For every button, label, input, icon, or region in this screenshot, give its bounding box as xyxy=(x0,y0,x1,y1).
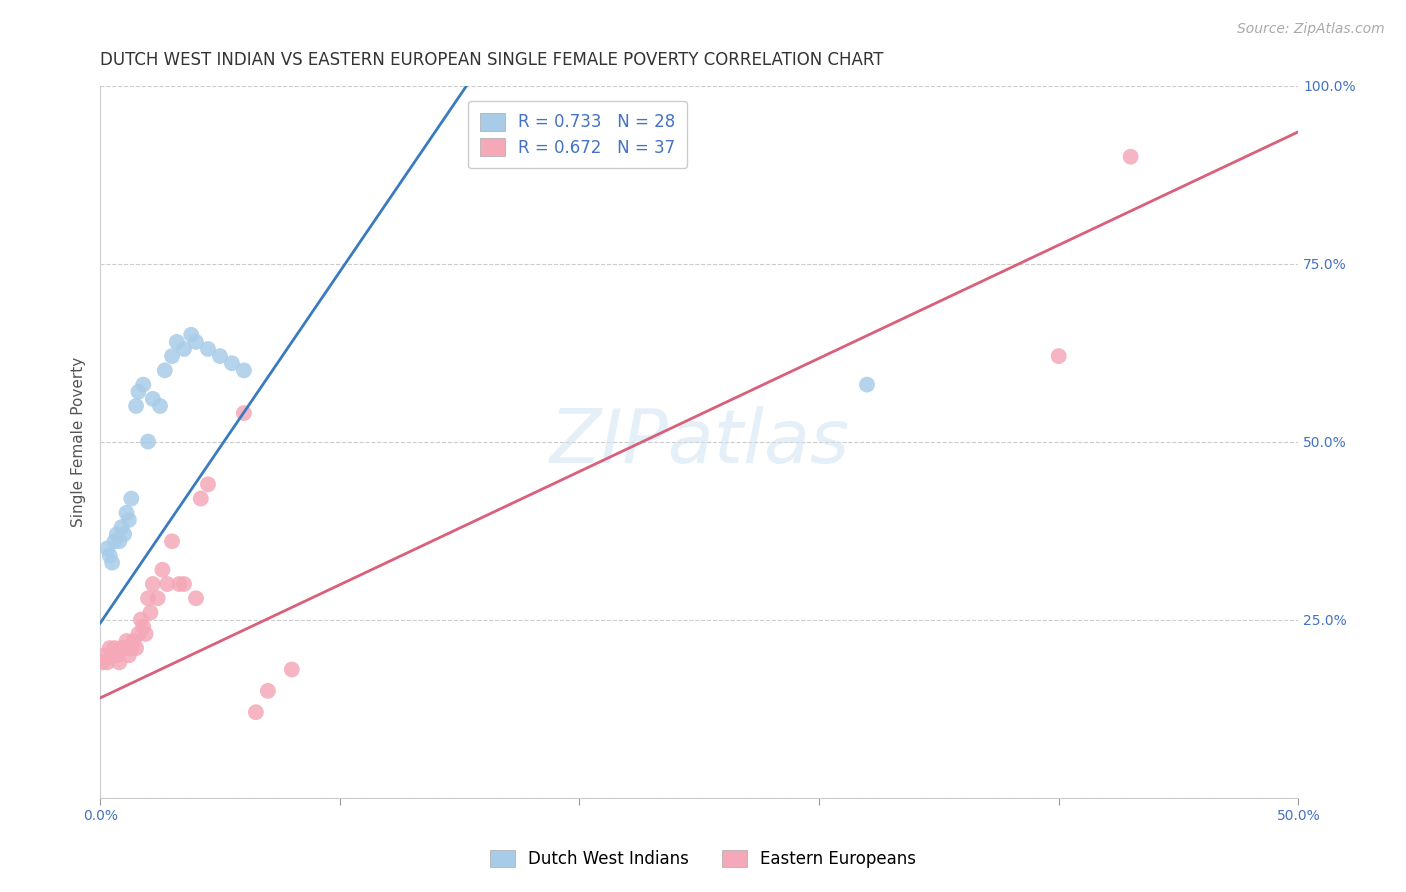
Point xyxy=(136,434,159,449)
Point xyxy=(98,549,121,563)
Point xyxy=(257,683,280,698)
Point xyxy=(96,656,118,670)
Point xyxy=(118,648,141,663)
Point xyxy=(281,663,304,677)
Point xyxy=(120,641,142,656)
Point xyxy=(208,349,231,363)
Point xyxy=(136,591,159,606)
Point xyxy=(184,334,207,349)
Point xyxy=(108,534,131,549)
Point xyxy=(91,656,114,670)
Point xyxy=(156,577,179,591)
Point xyxy=(96,541,118,556)
Point xyxy=(153,363,176,377)
Point xyxy=(149,399,172,413)
Point xyxy=(101,556,124,570)
Point xyxy=(173,342,195,356)
Point xyxy=(1047,349,1070,363)
Point xyxy=(103,641,125,656)
Text: Source: ZipAtlas.com: Source: ZipAtlas.com xyxy=(1237,22,1385,37)
Point xyxy=(122,634,145,648)
Legend: R = 0.733   N = 28, R = 0.672   N = 37: R = 0.733 N = 28, R = 0.672 N = 37 xyxy=(468,101,688,169)
Legend: Dutch West Indians, Eastern Europeans: Dutch West Indians, Eastern Europeans xyxy=(482,843,924,875)
Point xyxy=(105,527,128,541)
Point xyxy=(167,577,190,591)
Y-axis label: Single Female Poverty: Single Female Poverty xyxy=(72,357,86,526)
Point xyxy=(184,591,207,606)
Point xyxy=(105,648,128,663)
Point xyxy=(1119,150,1142,164)
Point xyxy=(197,342,219,356)
Point xyxy=(112,527,135,541)
Point xyxy=(108,656,131,670)
Point xyxy=(111,520,134,534)
Point xyxy=(132,620,155,634)
Point xyxy=(127,384,149,399)
Point xyxy=(118,513,141,527)
Point xyxy=(125,399,148,413)
Point xyxy=(856,377,879,392)
Point xyxy=(173,577,195,591)
Point xyxy=(98,641,121,656)
Point xyxy=(101,648,124,663)
Text: DUTCH WEST INDIAN VS EASTERN EUROPEAN SINGLE FEMALE POVERTY CORRELATION CHART: DUTCH WEST INDIAN VS EASTERN EUROPEAN SI… xyxy=(100,51,883,69)
Point xyxy=(197,477,219,491)
Text: ZIPatlas: ZIPatlas xyxy=(550,406,849,477)
Point xyxy=(115,634,138,648)
Point xyxy=(146,591,169,606)
Point xyxy=(166,334,188,349)
Point xyxy=(221,356,243,370)
Point xyxy=(115,506,138,520)
Point xyxy=(125,641,148,656)
Point xyxy=(112,641,135,656)
Point xyxy=(232,406,254,420)
Point xyxy=(160,349,183,363)
Point xyxy=(127,627,149,641)
Point xyxy=(190,491,212,506)
Point xyxy=(139,606,162,620)
Point xyxy=(111,641,134,656)
Point xyxy=(180,327,202,342)
Point xyxy=(129,613,152,627)
Point xyxy=(135,627,157,641)
Point xyxy=(120,491,142,506)
Point xyxy=(152,563,174,577)
Point xyxy=(160,534,183,549)
Point xyxy=(103,534,125,549)
Point xyxy=(142,577,165,591)
Point xyxy=(245,705,267,719)
Point xyxy=(94,648,117,663)
Point xyxy=(232,363,254,377)
Point xyxy=(132,377,155,392)
Point xyxy=(142,392,165,406)
